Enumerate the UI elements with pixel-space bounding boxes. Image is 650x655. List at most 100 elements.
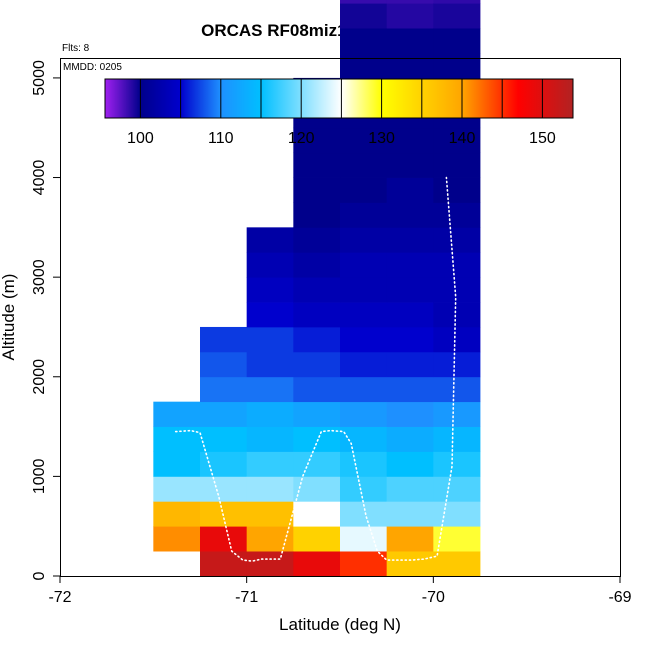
- heatmap-cell: [386, 501, 434, 527]
- heatmap-cell: [433, 326, 481, 353]
- heatmap-cell: [293, 326, 341, 353]
- heatmap-cell: [246, 451, 294, 477]
- heatmap-cell: [386, 426, 434, 452]
- heatmap-cell: [433, 426, 481, 452]
- heatmap-cell: [293, 501, 341, 527]
- colorbar-tick-label: 130: [368, 130, 395, 147]
- y-tick-label: 1000: [31, 458, 48, 494]
- heatmap-cell: [386, 28, 434, 54]
- heatmap-cell: [246, 277, 294, 303]
- heatmap-cell: [386, 451, 434, 477]
- heatmap-cell: [246, 476, 294, 502]
- heatmap-cell: [200, 426, 248, 452]
- heatmap-cell: [386, 227, 434, 253]
- heatmap-cell: [386, 202, 434, 228]
- heatmap-cell: [293, 401, 341, 427]
- heatmap-cell: [200, 351, 248, 378]
- heatmap-cell: [433, 152, 481, 178]
- heatmap-cell: [340, 526, 388, 552]
- heatmap-cell: [200, 526, 248, 552]
- heatmap-cell: [433, 551, 481, 577]
- flight-track-line: [174, 176, 457, 562]
- heatmap-cell: [293, 202, 341, 228]
- heatmap-cell: [246, 227, 294, 253]
- x-tick-label: -70: [422, 589, 445, 606]
- heatmap-cell: [153, 476, 201, 502]
- heatmap-cell: [386, 152, 434, 178]
- heatmap-cell: [200, 551, 248, 577]
- heatmap-cell: [433, 376, 481, 403]
- flight-track: [174, 176, 457, 562]
- heatmap-cell: [153, 526, 201, 552]
- heatmap-cell: [340, 252, 388, 278]
- heatmap-cell: [200, 401, 248, 427]
- date-note: MMDD: 0205: [63, 62, 122, 73]
- heatmap-cell: [433, 177, 481, 203]
- heatmap-cell: [433, 227, 481, 253]
- heatmap-cell: [200, 376, 248, 403]
- heatmap-cell: [433, 28, 481, 54]
- colorbar-gradient: [104, 78, 574, 119]
- colorbar-tick-label: 110: [208, 130, 234, 147]
- heatmap-cell: [246, 551, 294, 577]
- x-tick-label: -72: [48, 589, 71, 606]
- heatmap-cell: [340, 3, 388, 29]
- heatmap-cell: [200, 451, 248, 477]
- heatmap-cell: [433, 401, 481, 427]
- heatmap-cell: [293, 376, 341, 403]
- heatmap-cell: [340, 426, 388, 452]
- y-tick-label: 0: [31, 571, 48, 580]
- heatmap-cell: [293, 526, 341, 552]
- colorbar-tick-label: 140: [449, 130, 476, 147]
- colorbar: 100 110 120 130 140 150: [104, 78, 574, 147]
- heatmap-cell: [340, 551, 388, 577]
- heatmap-cell: [293, 551, 341, 577]
- x-axis: -72 -71 -70 -69: [48, 576, 632, 606]
- heatmap-cell: [340, 28, 388, 54]
- heatmap-cell: [433, 302, 481, 328]
- y-axis-title: Altitude (m): [0, 274, 18, 361]
- heatmap-cell: [340, 53, 388, 79]
- y-tick-label: 4000: [31, 160, 48, 196]
- heatmap-cell: [293, 252, 341, 278]
- heatmap-cells: [153, 0, 481, 577]
- heatmap-cell: [340, 177, 388, 203]
- heatmap-cell: [246, 426, 294, 452]
- heatmap-cell: [246, 401, 294, 427]
- heatmap-cell: [293, 451, 341, 477]
- plot-frame: [60, 58, 621, 577]
- heatmap-cell: [433, 501, 481, 527]
- heatmap-cell: [293, 152, 341, 178]
- heatmap-cell: [246, 302, 294, 328]
- heatmap-cell: [340, 152, 388, 178]
- heatmap-cell: [293, 127, 341, 154]
- heatmap-cell: [386, 127, 434, 154]
- heatmap-cell: [433, 277, 481, 303]
- heatmap-cell: [293, 177, 341, 203]
- heatmap-cell: [386, 401, 434, 427]
- y-tick-label: 5000: [31, 60, 48, 96]
- heatmap-cell: [200, 326, 248, 353]
- colorbar-tick-label: 120: [288, 130, 315, 147]
- heatmap-cell: [340, 202, 388, 228]
- heatmap-cell: [153, 451, 201, 477]
- y-axis: 0 1000 2000 3000 4000 5000: [31, 60, 60, 580]
- heatmap-cell: [293, 302, 341, 328]
- heatmap-cell: [246, 526, 294, 552]
- heatmap-cell: [200, 476, 248, 502]
- heatmap-cell: [153, 401, 201, 427]
- heatmap-cell: [386, 302, 434, 328]
- heatmap-cell: [433, 0, 481, 4]
- heatmap-cell: [340, 227, 388, 253]
- heatmap-cell: [386, 277, 434, 303]
- heatmap-cell: [293, 277, 341, 303]
- heatmap-cell: [153, 501, 201, 527]
- heatmap-cell: [433, 451, 481, 477]
- colorbar-tick-label: 150: [529, 130, 556, 147]
- x-axis-title: Latitude (deg N): [279, 615, 401, 634]
- y-tick-label: 3000: [31, 259, 48, 295]
- heatmap-cell: [340, 376, 388, 403]
- heatmap-cell: [246, 252, 294, 278]
- colorbar-tick-label: 100: [127, 130, 154, 147]
